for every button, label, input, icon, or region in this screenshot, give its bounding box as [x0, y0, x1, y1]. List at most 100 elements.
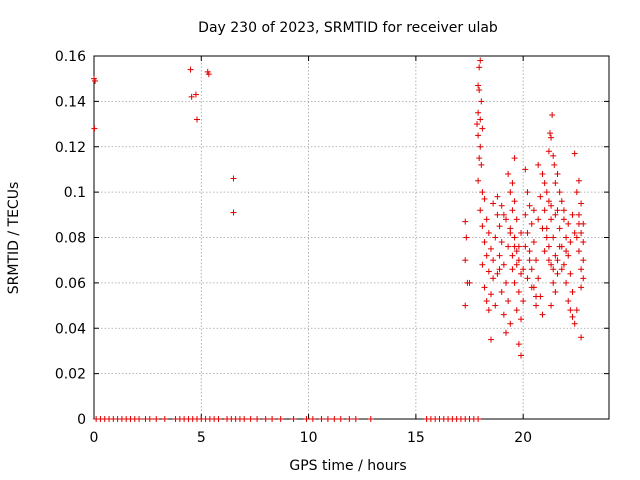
data-point — [479, 261, 486, 268]
data-point — [500, 261, 507, 268]
data-point — [194, 116, 200, 123]
data-point — [337, 416, 344, 422]
data-point — [567, 239, 574, 246]
data-point — [487, 291, 494, 298]
y-tick-label: 0.12 — [55, 140, 86, 156]
data-point — [528, 220, 535, 227]
data-point — [277, 416, 284, 422]
data-point — [549, 111, 556, 118]
data-point — [518, 229, 525, 236]
data-point — [565, 220, 572, 227]
data-point — [205, 71, 212, 78]
data-point — [478, 161, 485, 168]
data-point — [462, 218, 469, 225]
data-point — [541, 248, 548, 255]
data-point — [545, 148, 552, 155]
data-point — [505, 170, 512, 177]
data-point — [161, 416, 168, 422]
data-point — [524, 275, 531, 282]
data-point — [479, 189, 486, 196]
data-point — [558, 266, 565, 273]
data-point — [554, 257, 561, 264]
data-point — [548, 302, 555, 309]
data-point — [515, 288, 522, 295]
data-point — [533, 293, 540, 300]
data-point — [552, 252, 559, 259]
data-point — [241, 416, 248, 422]
data-point — [479, 223, 486, 230]
y-tick-label: 0 — [77, 412, 86, 428]
data-point — [575, 177, 582, 184]
data-point — [518, 316, 525, 323]
data-point — [528, 266, 535, 273]
data-point — [136, 416, 143, 422]
data-point — [479, 125, 486, 132]
data-point — [560, 216, 567, 223]
data-point — [462, 257, 469, 264]
data-point — [522, 211, 529, 218]
data-point — [475, 177, 482, 184]
data-point — [546, 130, 553, 137]
data-point — [558, 198, 565, 205]
data-point — [513, 307, 520, 314]
data-point — [550, 234, 557, 241]
data-point — [556, 243, 563, 250]
data-point — [571, 150, 578, 157]
data-point — [548, 261, 555, 268]
data-point — [552, 180, 559, 187]
data-point — [476, 155, 483, 162]
data-point — [511, 279, 518, 286]
data-point — [331, 416, 338, 422]
data-point — [476, 87, 483, 94]
data-point — [522, 243, 529, 250]
data-point — [548, 134, 555, 141]
data-point — [515, 257, 522, 264]
y-tick-label: 0.1 — [64, 185, 86, 201]
data-point — [494, 193, 501, 200]
data-point — [481, 195, 488, 202]
x-tick-label: 20 — [514, 430, 532, 446]
data-points — [91, 57, 587, 422]
chart-title: Day 230 of 2023, SRMTID for receiver ula… — [198, 20, 498, 36]
data-point — [477, 207, 484, 214]
x-tick-label: 5 — [197, 430, 206, 446]
data-point — [539, 170, 546, 177]
data-point — [496, 252, 503, 259]
data-point — [309, 416, 316, 422]
data-point — [573, 189, 580, 196]
data-point — [500, 211, 507, 218]
data-point — [565, 298, 572, 305]
data-point — [580, 239, 587, 246]
data-point — [575, 248, 582, 255]
y-tick-label: 0.14 — [55, 94, 86, 110]
data-point — [524, 229, 531, 236]
data-point — [551, 161, 558, 168]
data-point — [575, 220, 582, 227]
data-point — [550, 279, 557, 286]
data-point — [530, 207, 537, 214]
data-point — [524, 189, 531, 196]
data-point — [541, 207, 548, 214]
data-point — [490, 257, 497, 264]
data-point — [498, 202, 505, 209]
data-point — [475, 132, 482, 139]
data-point — [92, 77, 99, 84]
data-point — [550, 266, 557, 273]
data-point — [533, 257, 540, 264]
data-point — [513, 248, 520, 255]
data-point — [578, 229, 585, 236]
data-point — [556, 225, 563, 232]
data-point — [262, 416, 269, 422]
data-point — [507, 320, 514, 327]
data-point — [503, 329, 509, 336]
data-point — [496, 266, 503, 273]
data-point — [578, 266, 585, 273]
data-point — [526, 248, 533, 255]
data-point — [535, 275, 542, 282]
data-point — [535, 216, 542, 223]
data-point — [269, 416, 276, 422]
x-tick-label: 10 — [300, 430, 318, 446]
data-point — [485, 229, 492, 236]
data-point — [146, 416, 153, 422]
data-point — [188, 93, 195, 100]
